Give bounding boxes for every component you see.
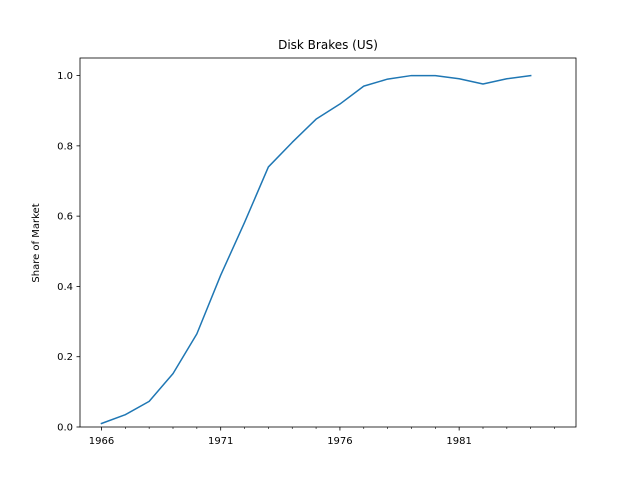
x-tick-label: 1976 (327, 436, 352, 447)
chart-title: Disk Brakes (US) (278, 38, 378, 52)
y-tick-label: 0.6 (57, 212, 73, 223)
x-tick-label: 1966 (89, 436, 114, 447)
x-tick-label: 1981 (446, 436, 471, 447)
y-axis-label: Share of Market (31, 203, 42, 282)
y-tick-label: 0.4 (57, 282, 73, 293)
axes-frame (79, 57, 577, 428)
x-tick-label: 1971 (208, 436, 233, 447)
y-tick-label: 0.2 (57, 352, 73, 363)
plot-area: 0.0 0.2 0.4 0.6 0.8 1.0 1966 1971 1976 1981 (57, 57, 577, 447)
y-tick-label: 0.0 (57, 423, 73, 434)
y-tick-label: 0.8 (57, 141, 73, 152)
series-line-0 (100, 74, 532, 425)
y-tick-label: 1.0 (57, 71, 73, 82)
